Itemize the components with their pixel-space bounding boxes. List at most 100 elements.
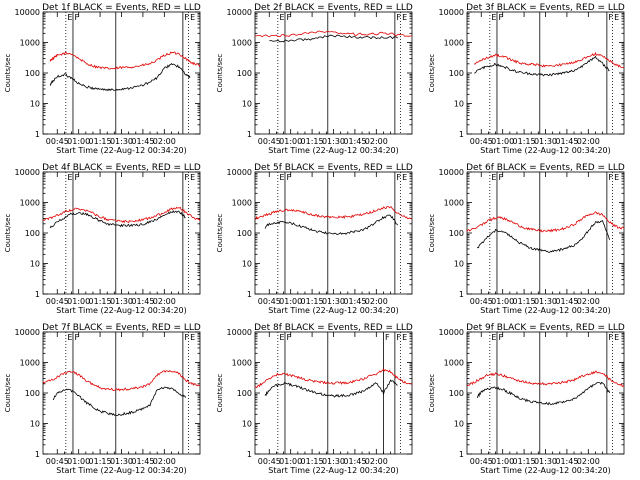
x-tick-label: 01:30	[534, 297, 557, 306]
series-events-line	[52, 386, 187, 416]
y-tick-label: 100	[25, 69, 40, 78]
series-events-line	[49, 62, 191, 92]
series-events-line	[476, 219, 611, 253]
y-tick-label: 100	[25, 229, 40, 238]
series-lld-line	[42, 206, 201, 224]
series-lld-line	[466, 211, 625, 233]
y-tick-label: 10000	[439, 328, 464, 337]
segment-flag-label: F	[74, 173, 79, 182]
x-axis-label: Start Time (22-Aug-12 00:34:20)	[268, 466, 399, 475]
panel-det-1f: Det 1f BLACK = Events, RED = LLD 1 10 100 10…	[4, 3, 201, 155]
panel-title: Det 7f BLACK = Events, RED = LLD	[42, 323, 201, 333]
x-tick-label: 01:45	[131, 457, 154, 466]
x-tick-label: 01:45	[131, 137, 154, 146]
x-tick-label: 01:30	[322, 297, 345, 306]
x-axis-label: Start Time (22-Aug-12 00:34:20)	[268, 306, 399, 315]
segment-flag-label: F	[498, 333, 503, 342]
segment-flag-label: F	[498, 13, 503, 22]
y-tick-label: 10000	[15, 8, 40, 17]
x-tick-label: 00:45	[258, 457, 281, 466]
edge-flag-label: E	[402, 333, 407, 342]
x-tick-label: 01:00	[67, 457, 90, 466]
y-tick-label: 1000	[232, 359, 252, 368]
edge-flag-label: E	[491, 173, 496, 182]
y-tick-label: 10	[242, 420, 252, 429]
panel-det-4f: Det 4f BLACK = Events, RED = LLD 1 10 100 10…	[4, 163, 201, 315]
y-tick-label: 100	[237, 229, 252, 238]
edge-flag-label: E	[67, 173, 72, 182]
y-tick-label: 10	[30, 100, 40, 109]
segment-flag-label: F	[184, 333, 189, 342]
edge-flag-label: E	[279, 173, 284, 182]
segment-flag-label: F	[396, 173, 401, 182]
y-axis-label: Counts/sec	[428, 54, 436, 93]
x-tick-label: 01:15	[513, 457, 536, 466]
segment-flag-label: F	[608, 333, 613, 342]
x-tick-label: 02:00	[153, 137, 176, 146]
x-tick-label: 01:00	[491, 457, 514, 466]
segment-flag-label: F	[396, 13, 401, 22]
y-tick-label: 10000	[227, 168, 252, 177]
panel-det-8f: Det 8f BLACK = Events, RED = LLD 1 10 100 10…	[216, 323, 413, 475]
y-tick-label: 10000	[15, 168, 40, 177]
x-tick-label: 01:00	[67, 137, 90, 146]
y-tick-label: 10000	[15, 328, 40, 337]
y-tick-label: 10000	[439, 168, 464, 177]
plot-frame	[42, 171, 201, 295]
y-tick-label: 1	[35, 130, 40, 139]
x-tick-label: 01:00	[491, 297, 514, 306]
y-axis-label: Counts/sec	[428, 374, 436, 413]
x-tick-label: 01:00	[279, 137, 302, 146]
plot-frame	[466, 171, 625, 295]
plot-frame	[254, 11, 413, 135]
series-events-line	[269, 34, 398, 43]
segment-flag-label: F	[608, 173, 613, 182]
series-lld-line	[466, 370, 625, 388]
y-axis-label: Counts/sec	[4, 54, 12, 93]
x-tick-label: 01:15	[301, 457, 324, 466]
y-tick-label: 10	[454, 260, 464, 269]
series-events-line	[474, 55, 610, 77]
y-tick-label: 1	[459, 290, 464, 299]
x-tick-label: 01:45	[343, 457, 366, 466]
x-tick-label: 01:15	[89, 457, 112, 466]
x-axis-label: Start Time (22-Aug-12 00:34:20)	[480, 146, 611, 155]
plot-frame	[254, 171, 413, 295]
series-events-line	[49, 209, 186, 229]
x-tick-label: 01:30	[110, 297, 133, 306]
x-tick-label: 01:30	[110, 137, 133, 146]
panel-title: Det 4f BLACK = Events, RED = LLD	[42, 163, 201, 173]
y-tick-label: 10	[30, 260, 40, 269]
y-tick-label: 10000	[227, 328, 252, 337]
x-tick-label: 01:45	[131, 297, 154, 306]
edge-flag-label: E	[67, 333, 72, 342]
panel-title: Det 1f BLACK = Events, RED = LLD	[42, 3, 201, 13]
segment-flag-label: F	[74, 333, 79, 342]
y-tick-label: 1000	[232, 39, 252, 48]
x-axis-label: Start Time (22-Aug-12 00:34:20)	[268, 146, 399, 155]
segment-flag-label: F	[608, 13, 613, 22]
x-tick-label: 00:45	[46, 457, 69, 466]
y-tick-label: 10	[242, 260, 252, 269]
x-tick-label: 00:45	[470, 297, 493, 306]
x-tick-label: 01:45	[343, 137, 366, 146]
plot-frame	[254, 331, 413, 455]
panel-det-2f: Det 2f BLACK = Events, RED = LLD 1 10 100 10…	[216, 3, 413, 155]
panel-det-3f: Det 3f BLACK = Events, RED = LLD 1 10 100 10…	[428, 3, 625, 155]
x-tick-label: 01:00	[279, 297, 302, 306]
segment-flag-label: F	[498, 173, 503, 182]
edge-flag-label: E	[614, 333, 619, 342]
x-tick-label: 02:00	[153, 457, 176, 466]
x-tick-label: 00:45	[258, 297, 281, 306]
x-tick-label: 01:15	[513, 137, 536, 146]
edge-flag-label: E	[614, 13, 619, 22]
x-tick-label: 01:30	[534, 457, 557, 466]
y-tick-label: 100	[449, 229, 464, 238]
panel-title: Det 9f BLACK = Events, RED = LLD	[466, 323, 625, 333]
panel-title: Det 8f BLACK = Events, RED = LLD	[254, 323, 413, 333]
panel-title: Det 2f BLACK = Events, RED = LLD	[254, 3, 413, 13]
plot-frame	[42, 11, 201, 135]
panel-det-7f: Det 7f BLACK = Events, RED = LLD 1 10 100 10…	[4, 323, 201, 475]
panel-det-6f: Det 6f BLACK = Events, RED = LLD 1 10 100 10…	[428, 163, 625, 315]
x-tick-label: 01:30	[110, 457, 133, 466]
